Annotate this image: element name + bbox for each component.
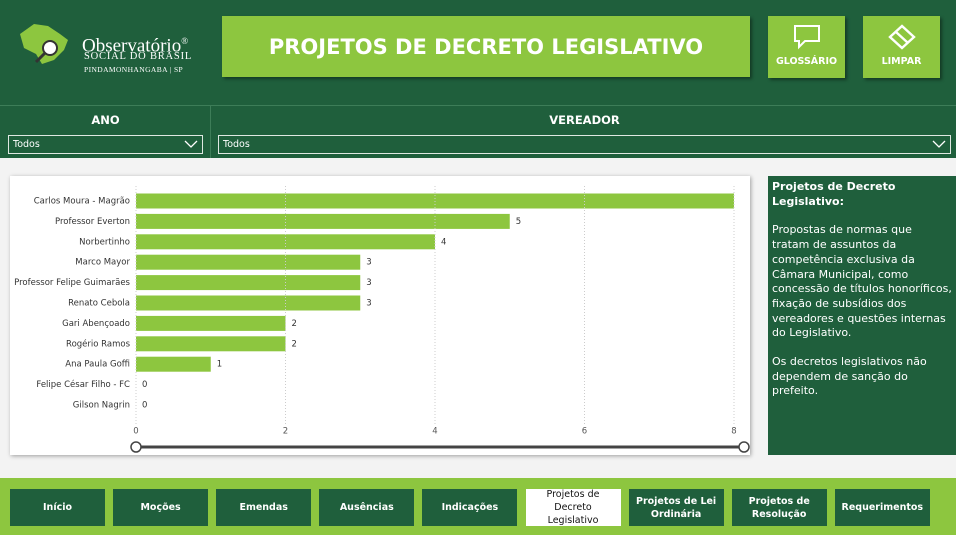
logo-mark: ® [181,36,189,46]
value-label: 2 [292,339,297,349]
councilor-dropdown[interactable]: Todos [218,135,951,154]
y-tick-label: Norbertinho [79,237,130,247]
nav-button[interactable]: Requerimentos [834,489,930,526]
header-band: Observatório® SOCIAL DO BRASIL PINDAMONH… [0,0,956,158]
bar [136,234,435,250]
nav-button[interactable]: Projetos de Decreto Legislativo [525,489,621,526]
value-label: 4 [441,237,446,247]
button-label: LIMPAR [881,56,922,67]
glossary-button[interactable]: GLOSSÁRIO [768,16,845,78]
y-tick-label: Renato Cebola [68,299,130,309]
nav-button[interactable]: Moções [113,489,209,526]
info-text: Os decretos legislativos não dependem de… [772,355,927,398]
chart-card: 0 Gilson Nagrin 0 Felipe César Filho - FC 1 A… [10,176,750,455]
bar [136,254,361,270]
bar [136,356,211,372]
y-tick-label: Carlos Moura - Magrão [34,197,130,207]
logo-subtitle: SOCIAL DO BRASIL [84,51,193,62]
chevron [184,140,198,148]
dropdown-value: Todos [13,139,40,150]
value-label: 0 [142,380,147,390]
nav-button[interactable]: Projetos de Lei Ordinária [628,489,724,526]
bar [136,336,286,352]
x-tick-label: 6 [582,427,587,437]
y-tick-label: Marco Mayor [75,258,130,268]
page-title: PROJETOS DE DECRETO LEGISLATIVO [222,16,750,77]
nav-button[interactable]: Ausências [319,489,415,526]
info-panel: Projetos de Decreto Legislativo: Propost… [768,176,956,455]
bar [136,295,361,311]
logo-text: Observatório [82,35,182,57]
value-label: 1 [217,360,222,370]
chart: 0 Gilson Nagrin 0 Felipe César Filho - FC 1 A… [14,186,750,453]
value-label: 3 [366,258,371,268]
info-text: Propostas de normas que tratam de assunt… [772,223,952,340]
eraser-icon [887,24,916,50]
x-tick-label: 8 [731,427,736,437]
logo-icon [20,24,68,64]
y-tick-label: Ana Paula Goffi [65,360,130,370]
nav-button[interactable]: Indicações [422,489,518,526]
value-label: 0 [142,401,147,411]
value-label: 2 [292,319,297,329]
nav-button[interactable]: Emendas [216,489,312,526]
separator [210,106,211,158]
separator [0,105,956,106]
slider-handle[interactable] [738,441,750,453]
y-tick-label: Rogério Ramos [66,338,131,349]
nav-button[interactable]: Projetos de Resolução [731,489,827,526]
y-tick-label: Gari Abençoado [62,319,130,329]
bar [136,213,510,229]
dropdown-value: Todos [223,139,250,150]
year-dropdown[interactable]: Todos [8,135,203,154]
x-tick-label: 0 [133,427,138,437]
y-tick-label: Felipe César Filho - FC [36,379,130,390]
slider-handle[interactable] [130,441,142,453]
info-title: Projetos de Decreto Legislativo: [772,180,896,208]
logo-location: PINDAMONHANGABA | SP [84,65,184,74]
filter-label: ANO [91,113,120,127]
y-tick-label: Professor Everton [55,217,130,227]
x-tick-label: 4 [432,427,437,437]
bar [136,315,286,331]
chevron [932,140,946,148]
nav-button[interactable]: Início [10,489,105,526]
value-label: 5 [516,217,521,227]
filter-label: VEREADOR [549,113,620,127]
x-tick-label: 2 [283,427,288,437]
clear-button[interactable]: LIMPAR [863,16,940,78]
logo-name: Observatório® [82,32,188,55]
button-label: GLOSSÁRIO [775,56,838,67]
glossary-icon [793,25,820,50]
y-tick-label: Professor Felipe Guimarães [14,278,130,288]
bar [136,275,361,291]
value-label: 3 [366,299,371,309]
y-tick-label: Gilson Nagrin [73,401,130,411]
value-label: 3 [366,278,371,288]
navigation-bar: Início Moções Emendas Ausências Indicações Pr… [0,478,956,535]
